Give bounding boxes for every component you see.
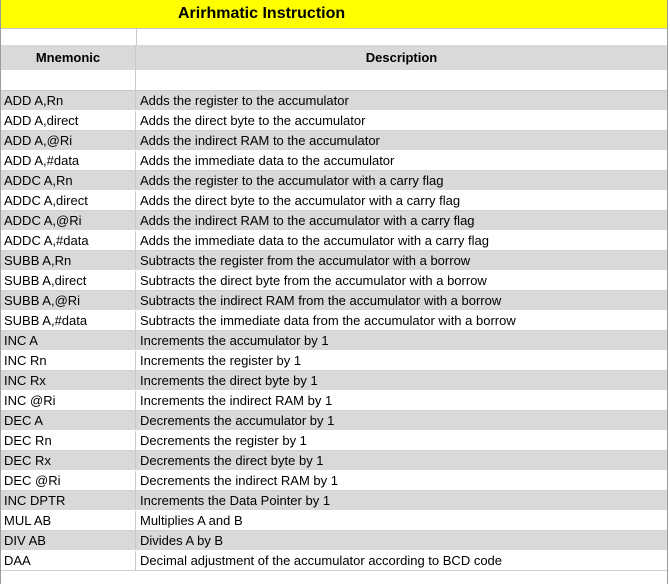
description-cell: Adds the immediate data to the accumulat… bbox=[140, 153, 395, 168]
mnemonic-cell: SUBB A,#data bbox=[1, 311, 136, 330]
table-row: INC @Ri Increments the indirect RAM by 1 bbox=[1, 391, 667, 411]
mnemonic-cell: INC @Ri bbox=[1, 391, 136, 410]
description-cell: Subtracts the indirect RAM from the accu… bbox=[140, 293, 502, 308]
description-cell: Adds the register to the accumulator bbox=[140, 93, 349, 108]
spacer-cell bbox=[136, 70, 667, 90]
description-cell: Adds the indirect RAM to the accumulator… bbox=[140, 213, 475, 228]
table-row: ADD A,direct Adds the direct byte to the … bbox=[1, 111, 667, 131]
description-cell: Decrements the accumulator by 1 bbox=[140, 413, 335, 428]
table-row: DEC A Decrements the accumulator by 1 bbox=[1, 411, 667, 431]
mnemonic-cell: INC DPTR bbox=[1, 491, 136, 510]
description-cell: Increments the register by 1 bbox=[140, 353, 302, 368]
description-cell: Increments the Data Pointer by 1 bbox=[140, 493, 331, 508]
title-bar: Arirhmatic Instruction bbox=[1, 0, 667, 29]
column-header-row: Mnemonic Description bbox=[1, 45, 667, 70]
table-row: MUL AB Multiplies A and B bbox=[1, 511, 667, 531]
table-row: INC A Increments the accumulator by 1 bbox=[1, 331, 667, 351]
description-header: Description bbox=[365, 50, 438, 65]
description-cell: Increments the indirect RAM by 1 bbox=[140, 393, 333, 408]
table-row: SUBB A,@Ri Subtracts the indirect RAM fro… bbox=[1, 291, 667, 311]
description-cell: Increments the direct byte by 1 bbox=[140, 373, 318, 388]
mnemonic-cell: ADD A,direct bbox=[1, 111, 136, 130]
table-row: DEC @Ri Decrements the indirect RAM by 1 bbox=[1, 471, 667, 491]
description-cell: Adds the direct byte to the accumulator bbox=[140, 113, 366, 128]
description-cell: Multiplies A and B bbox=[140, 513, 243, 528]
description-cell: Subtracts the direct byte from the accum… bbox=[140, 273, 487, 288]
description-cell: Decrements the indirect RAM by 1 bbox=[140, 473, 338, 488]
mnemonic-cell: ADD A,@Ri bbox=[1, 131, 136, 150]
table-row: ADDC A,#data Adds the immediate data to t… bbox=[1, 231, 667, 251]
mnemonic-cell: INC Rx bbox=[1, 371, 136, 390]
mnemonic-cell: SUBB A,Rn bbox=[1, 251, 136, 270]
description-cell: Subtracts the immediate data from the ac… bbox=[140, 313, 516, 328]
table-row: DEC Rx Decrements the direct byte by 1 bbox=[1, 451, 667, 471]
instruction-rows: ADD A,Rn Adds the register to the accumul… bbox=[1, 91, 667, 571]
table-row: SUBB A,#data Subtracts the immediate data… bbox=[1, 311, 667, 331]
table-row: INC DPTR Increments the Data Pointer by 1 bbox=[1, 491, 667, 511]
spacer-row-2 bbox=[1, 70, 667, 91]
mnemonic-cell: ADD A,#data bbox=[1, 151, 136, 170]
mnemonic-cell: ADDC A,direct bbox=[1, 191, 136, 210]
table-row: DIV AB Divides A by B bbox=[1, 531, 667, 551]
table-row: ADD A,#data Adds the immediate data to th… bbox=[1, 151, 667, 171]
table-row: INC Rn Increments the register by 1 bbox=[1, 351, 667, 371]
mnemonic-cell: DEC A bbox=[1, 411, 136, 430]
spacer-cell bbox=[1, 29, 137, 45]
description-cell: Adds the register to the accumulator wit… bbox=[140, 173, 444, 188]
mnemonic-header: Mnemonic bbox=[1, 45, 136, 70]
table-row: DEC Rn Decrements the register by 1 bbox=[1, 431, 667, 451]
mnemonic-cell: DIV AB bbox=[1, 531, 136, 550]
table-row: ADDC A,@Ri Adds the indirect RAM to the a… bbox=[1, 211, 667, 231]
mnemonic-cell: ADDC A,#data bbox=[1, 231, 136, 250]
mnemonic-cell: ADDC A,Rn bbox=[1, 171, 136, 190]
mnemonic-cell: INC A bbox=[1, 331, 136, 350]
mnemonic-cell: DEC @Ri bbox=[1, 471, 136, 490]
mnemonic-cell: SUBB A,@Ri bbox=[1, 291, 136, 310]
mnemonic-cell: MUL AB bbox=[1, 511, 136, 530]
sheet-title: Arirhmatic Instruction bbox=[178, 5, 346, 22]
mnemonic-cell: INC Rn bbox=[1, 351, 136, 370]
description-cell: Divides A by B bbox=[140, 533, 224, 548]
mnemonic-cell: ADD A,Rn bbox=[1, 91, 136, 110]
table-row: ADD A,@Ri Adds the indirect RAM to the ac… bbox=[1, 131, 667, 151]
mnemonic-cell: ADDC A,@Ri bbox=[1, 211, 136, 230]
description-cell: Increments the accumulator by 1 bbox=[140, 333, 329, 348]
description-cell: Decrements the direct byte by 1 bbox=[140, 453, 324, 468]
description-cell: Adds the immediate data to the accumulat… bbox=[140, 233, 490, 248]
table-row: DAA Decimal adjustment of the accumulator… bbox=[1, 551, 667, 571]
description-cell: Adds the direct byte to the accumulator … bbox=[140, 193, 461, 208]
description-cell: Decimal adjustment of the accumulator ac… bbox=[140, 553, 503, 568]
table-row: ADD A,Rn Adds the register to the accumul… bbox=[1, 91, 667, 111]
mnemonic-cell: DEC Rn bbox=[1, 431, 136, 450]
spacer-cell bbox=[1, 70, 136, 90]
description-cell: Subtracts the register from the accumula… bbox=[140, 253, 471, 268]
description-cell: Adds the indirect RAM to the accumulator bbox=[140, 133, 380, 148]
table-row: ADDC A,direct Adds the direct byte to the… bbox=[1, 191, 667, 211]
mnemonic-cell: DEC Rx bbox=[1, 451, 136, 470]
spacer-row bbox=[1, 29, 667, 45]
table-row: INC Rx Increments the direct byte by 1 bbox=[1, 371, 667, 391]
description-cell: Decrements the register by 1 bbox=[140, 433, 307, 448]
table-row: SUBB A,Rn Subtracts the register from the… bbox=[1, 251, 667, 271]
mnemonic-cell: DAA bbox=[1, 551, 136, 570]
mnemonic-cell: SUBB A,direct bbox=[1, 271, 136, 290]
table-row: ADDC A,Rn Adds the register to the accumu… bbox=[1, 171, 667, 191]
table-row: SUBB A,direct Subtracts the direct byte f… bbox=[1, 271, 667, 291]
